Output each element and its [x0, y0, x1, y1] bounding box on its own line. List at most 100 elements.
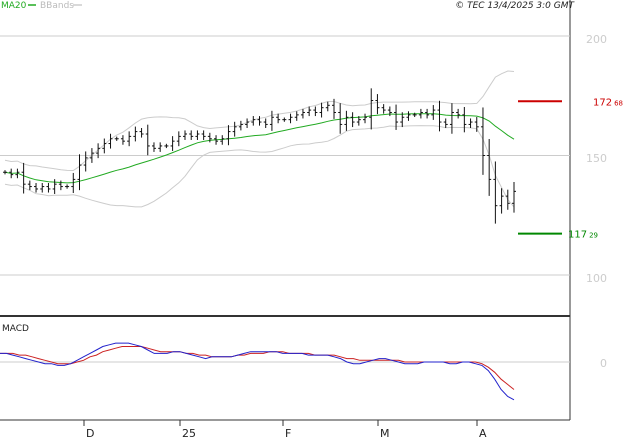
- price-bar: [176, 131, 181, 147]
- price-bar: [46, 182, 51, 193]
- price-bar: [151, 142, 156, 152]
- price-bar: [344, 110, 349, 131]
- support-int: 117: [568, 230, 587, 241]
- price-bar: [350, 112, 355, 128]
- price-bar: [300, 108, 305, 119]
- price-bar: [3, 170, 7, 175]
- price-bar: [431, 105, 436, 120]
- price-bar: [96, 143, 101, 159]
- macd-title: MACD: [2, 324, 29, 334]
- price-bar: [499, 188, 504, 214]
- price-bar: [214, 135, 219, 145]
- price-tick-200: 200: [586, 33, 607, 46]
- resistance-int: 172: [593, 97, 612, 108]
- price-bar: [245, 118, 250, 129]
- price-bar: [480, 107, 485, 175]
- date-label-f: F: [285, 427, 291, 440]
- price-bar: [220, 135, 225, 145]
- price-bar: [269, 110, 274, 131]
- support-label: 117 29: [568, 230, 598, 241]
- price-bar: [406, 111, 411, 121]
- price-bar: [375, 94, 380, 115]
- price-bar: [83, 151, 88, 172]
- price-bar: [189, 130, 194, 140]
- ma20-line: [4, 113, 515, 184]
- price-gridlines: [0, 35, 570, 276]
- price-bar: [263, 118, 268, 129]
- resistance-dec: 68: [614, 99, 623, 107]
- price-bar: [394, 104, 399, 130]
- price-bar: [114, 136, 119, 141]
- price-bar: [425, 108, 430, 119]
- price-bar: [71, 172, 76, 194]
- date-label-m: M: [380, 427, 390, 440]
- price-bar: [133, 126, 138, 142]
- price-bar: [363, 113, 368, 124]
- price-bar: [474, 117, 479, 132]
- price-bar: [381, 104, 386, 114]
- price-bar: [449, 103, 454, 134]
- date-label-25: 25: [182, 427, 196, 440]
- price-bar: [313, 106, 318, 117]
- price-bar: [65, 184, 70, 189]
- price-tick-150: 150: [586, 152, 607, 165]
- date-label-a: A: [479, 427, 487, 440]
- price-bar: [331, 98, 336, 119]
- price-bar: [158, 142, 163, 152]
- resistance-label: 172 68: [593, 97, 623, 108]
- price-bar: [127, 131, 132, 147]
- date-label-d: D: [86, 427, 94, 440]
- price-bar: [338, 103, 343, 134]
- price-bar: [319, 102, 324, 118]
- macd-tick-0: 0: [600, 357, 607, 370]
- price-bar: [251, 116, 256, 126]
- price-bar: [468, 118, 473, 129]
- price-bar: [387, 106, 392, 117]
- legend: MA20 BBands: [1, 1, 82, 11]
- macd-line: [0, 342, 515, 401]
- price-bar: [207, 132, 212, 143]
- price-bar: [356, 116, 361, 126]
- price-bar: [34, 182, 39, 193]
- price-bar: [77, 154, 82, 191]
- price-bar: [369, 88, 374, 130]
- price-bar: [15, 168, 20, 179]
- price-bar: [102, 138, 107, 154]
- price-bar: [493, 161, 498, 224]
- price-bar: [170, 136, 175, 151]
- price-tick-100: 100: [586, 272, 607, 285]
- price-bar: [257, 116, 262, 126]
- credit-text: © TEC 13/4/2025 3:0 GMT: [455, 1, 575, 11]
- price-bar: [27, 180, 32, 191]
- date-axis: D 25 F M A: [83, 420, 487, 440]
- bbands-legend-label: BBands: [40, 1, 74, 11]
- price-bar: [462, 106, 467, 133]
- price-bar: [195, 130, 200, 140]
- price-bar: [52, 179, 57, 194]
- price-bar: [437, 100, 442, 132]
- price-bar: [294, 111, 299, 121]
- price-bar: [456, 108, 461, 119]
- price-bar: [325, 101, 330, 112]
- price-bar: [58, 180, 63, 191]
- price-bar: [9, 168, 14, 179]
- price-bar: [487, 139, 492, 196]
- price-bar: [400, 112, 405, 128]
- price-bar: [21, 162, 26, 194]
- price-bar: [226, 125, 231, 146]
- price-bar: [307, 106, 312, 117]
- price-bar: [276, 113, 281, 124]
- price-bar: [183, 130, 188, 140]
- price-bar: [145, 124, 150, 156]
- price-bar: [120, 135, 125, 145]
- price-bar: [512, 182, 516, 213]
- price-bar: [282, 117, 287, 122]
- support-dec: 29: [589, 232, 598, 240]
- price-bar: [412, 112, 417, 118]
- price-bar: [505, 189, 510, 210]
- price-bar: [288, 113, 293, 124]
- price-bar: [89, 148, 94, 163]
- price-bar: [443, 118, 448, 129]
